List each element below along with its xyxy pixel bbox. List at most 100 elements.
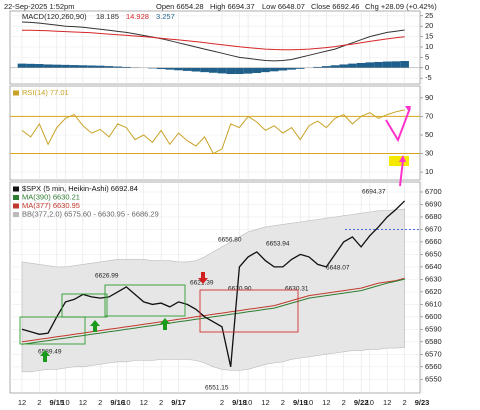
legend-entry: $SPX (5 min, Heikin-Ashi) 6692.84	[22, 184, 138, 193]
histogram-bar	[87, 65, 96, 68]
histogram-bar	[217, 67, 227, 74]
series-line	[21, 21, 405, 62]
high: High 6694.37	[210, 2, 255, 11]
legend-entry: MA(377) 6630.95	[22, 201, 80, 210]
histogram-bar	[374, 61, 383, 68]
histogram-bar	[278, 67, 288, 71]
y-tick-label: 6610	[425, 299, 442, 308]
y-tick-label: 20	[425, 21, 433, 30]
y-tick-label: 25	[425, 11, 433, 20]
y-tick-label: 6600	[425, 312, 442, 321]
histogram-bar	[69, 65, 79, 68]
histogram-bar	[269, 67, 279, 72]
x-tick-label: 9/15	[49, 398, 64, 407]
series-line	[21, 278, 405, 345]
y-tick-label: 6670	[425, 224, 442, 233]
legend-swatch	[13, 186, 19, 192]
y-tick-label: 5	[425, 52, 429, 61]
drawing	[90, 320, 100, 332]
histogram-bar	[165, 67, 175, 70]
y-tick-label: 0	[425, 63, 429, 72]
x-tick-label: 10	[122, 398, 130, 407]
y-tick-label: 70	[425, 111, 433, 120]
drawing	[160, 318, 170, 330]
histogram-bar	[261, 67, 270, 73]
change: Chg +28.09 (+0.42%)	[365, 2, 437, 11]
x-tick-label: 12	[322, 398, 330, 407]
histogram-bar	[295, 67, 305, 69]
histogram-bar	[208, 67, 218, 73]
histogram-bar	[348, 63, 357, 68]
histogram-bar	[235, 67, 244, 75]
histogram-bar	[156, 67, 166, 70]
histogram-bar	[104, 66, 114, 68]
x-tick-label: 2	[159, 398, 163, 407]
panel-frame	[9, 10, 421, 85]
histogram-bar	[61, 64, 70, 68]
y-tick-label: 6550	[425, 374, 442, 383]
legend-entry: 18.185	[96, 12, 119, 21]
histogram-bar	[191, 67, 201, 72]
x-tick-label: 10	[305, 398, 313, 407]
histogram-bar	[113, 66, 122, 68]
y-tick-label: 6650	[425, 249, 442, 258]
y-tick-label: 6660	[425, 237, 442, 246]
x-tick-label: 12	[383, 398, 391, 407]
legend-entry: 14.928	[126, 12, 149, 21]
x-tick-label: 9/23	[415, 398, 430, 407]
legend-swatch	[13, 90, 19, 96]
y-tick-label: 30	[425, 149, 433, 158]
x-tick-label: 12	[140, 398, 148, 407]
y-tick-label: 6630	[425, 274, 442, 283]
drawing	[19, 316, 86, 345]
x-tick-label: 2	[98, 398, 102, 407]
x-tick-label: 10	[244, 398, 252, 407]
x-tick-label: 9/17	[171, 398, 186, 407]
x-tick-label: 2	[37, 398, 41, 407]
series-line	[21, 200, 406, 367]
x-tick-label: 2	[342, 398, 346, 407]
histogram-bar	[43, 64, 53, 68]
histogram-bar	[35, 64, 44, 68]
legend-swatch	[13, 203, 19, 209]
x-tick-label: 10	[366, 398, 374, 407]
y-tick-label: 6680	[425, 212, 442, 221]
drawing	[198, 272, 208, 284]
close: Close 6692.46	[311, 2, 359, 11]
histogram-bar	[174, 67, 183, 71]
x-tick-label: 12	[261, 398, 269, 407]
x-tick-label: 12	[79, 398, 87, 407]
histogram-bar	[400, 61, 409, 68]
price-annotation: 6656.80	[218, 237, 242, 244]
histogram-bar	[52, 64, 62, 68]
timestamp: 22-Sep-2025 1:52pm	[4, 2, 74, 11]
price-annotation: 6653.94	[266, 241, 290, 248]
x-tick-label: 9/22	[354, 398, 369, 407]
series-line	[21, 277, 405, 343]
drawing	[40, 350, 50, 362]
drawing	[389, 156, 409, 166]
histogram-bar	[322, 66, 331, 68]
price-annotation: 6694.37	[362, 189, 386, 196]
y-tick-label: 6700	[425, 187, 442, 196]
histogram-bar	[200, 67, 209, 73]
histogram-bar	[339, 64, 349, 68]
y-tick-label: -5	[425, 73, 432, 82]
histogram-bar	[182, 67, 192, 71]
price-annotation: 6626.99	[95, 273, 119, 280]
drawing	[405, 106, 411, 112]
drawing	[61, 293, 108, 318]
y-tick-label: 6580	[425, 337, 442, 346]
y-tick-label: 6620	[425, 287, 442, 296]
open: Open 6654.28	[156, 2, 204, 11]
histogram-bar	[26, 63, 36, 68]
price-annotation: 6551.15	[205, 385, 229, 392]
x-tick-label: 12	[18, 398, 26, 407]
histogram-bar	[356, 62, 366, 68]
y-tick-label: 6690	[425, 199, 442, 208]
y-tick-label: 6560	[425, 362, 442, 371]
y-tick-label: 10	[425, 42, 433, 51]
x-tick-label: 2	[403, 398, 407, 407]
histogram-bar	[382, 61, 392, 68]
drawing	[385, 107, 411, 143]
